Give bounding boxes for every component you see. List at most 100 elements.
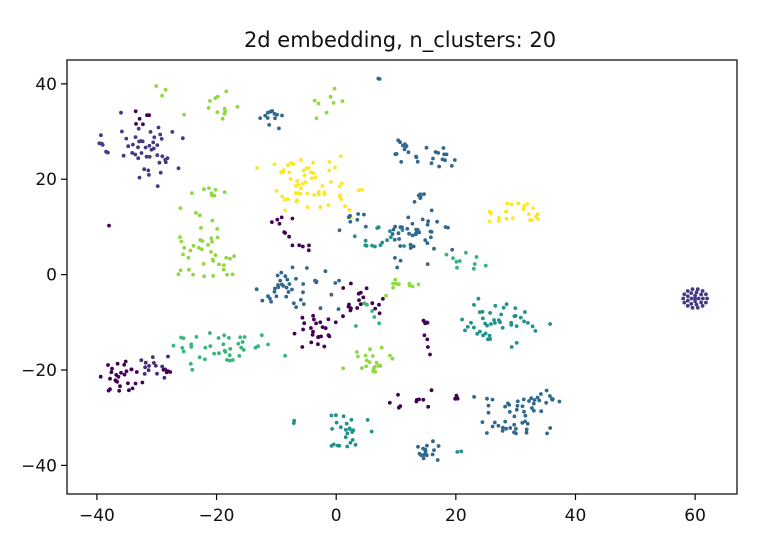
scatter-point-632 <box>347 427 352 431</box>
scatter-point-332 <box>358 302 363 307</box>
scatter-point-395 <box>374 360 379 365</box>
scatter-point-591 <box>548 426 553 430</box>
scatter-point-430 <box>390 232 395 236</box>
scatter-point-508 <box>504 302 509 307</box>
scatter-point-151 <box>309 176 314 181</box>
scatter-point-454 <box>412 200 417 204</box>
scatter-point-597 <box>490 424 495 429</box>
scatter-point-22 <box>143 145 148 150</box>
scatter-point-236 <box>186 255 191 260</box>
scatter-point-606 <box>539 392 543 396</box>
scatter-point-436 <box>406 215 411 220</box>
scatter-point-521 <box>476 296 481 301</box>
scatter-point-419 <box>393 224 397 229</box>
scatter-point-300 <box>310 332 315 337</box>
scatter-point-35 <box>157 160 162 165</box>
scatter-point-739 <box>682 300 687 305</box>
scatter-point-671 <box>454 393 459 398</box>
scatter-point-34 <box>121 153 126 158</box>
scatter-point-589 <box>520 421 525 425</box>
scatter-point-12 <box>151 140 156 145</box>
scatter-point-179 <box>356 188 361 193</box>
scatter-point-86 <box>166 354 170 359</box>
scatter-point-320 <box>381 296 385 301</box>
scatter-point-702 <box>279 215 284 220</box>
scatter-point-341 <box>227 358 232 363</box>
scatter-point-152 <box>287 170 292 175</box>
scatter-point-468 <box>399 160 404 164</box>
scatter-point-287 <box>323 269 328 274</box>
scatter-point-580 <box>485 396 489 401</box>
scatter-point-188 <box>337 184 342 189</box>
scatter-point-626 <box>349 417 354 422</box>
scatter-point-277 <box>276 285 281 290</box>
scatter-point-617 <box>343 427 348 432</box>
scatter-point-329 <box>370 301 375 306</box>
scatter-point-546 <box>475 331 480 336</box>
scatter-point-261 <box>275 273 280 278</box>
scatter-point-386 <box>370 354 375 358</box>
scatter-point-53 <box>109 370 114 375</box>
scatter-point-691 <box>416 282 421 287</box>
scatter-point-390 <box>368 347 372 352</box>
scatter-point-717 <box>693 296 697 301</box>
scatter-point-735 <box>690 287 695 292</box>
scatter-point-158 <box>318 205 323 210</box>
scatter-point-215 <box>179 239 184 244</box>
scatter-point-350 <box>237 354 242 358</box>
scatter-point-366 <box>230 358 235 362</box>
scatter-point-113 <box>222 111 227 116</box>
scatter-point-523 <box>500 325 505 330</box>
scatter-point-684 <box>391 281 395 286</box>
scatter-point-316 <box>311 313 315 318</box>
x-tick-label: 60 <box>684 506 706 526</box>
scatter-point-486 <box>516 201 521 206</box>
scatter-point-369 <box>203 357 207 362</box>
scatter-point-146 <box>295 178 299 183</box>
scatter-point-538 <box>460 317 464 322</box>
scatter-point-547 <box>496 318 501 322</box>
x-tick-label: 0 <box>331 506 342 526</box>
scatter-point-579 <box>507 410 512 414</box>
scatter-point-713 <box>362 212 366 217</box>
scatter-point-408 <box>352 234 357 239</box>
scatter-point-694 <box>372 315 377 319</box>
scatter-point-389 <box>379 345 384 350</box>
scatter-point-262 <box>290 287 294 292</box>
scatter-point-272 <box>290 265 295 270</box>
scatter-point-478 <box>429 161 434 166</box>
scatter-point-383 <box>373 369 378 374</box>
scatter-point-526 <box>499 312 504 317</box>
scatter-point-445 <box>410 221 415 226</box>
scatter-point-588 <box>515 403 520 408</box>
scatter-point-657 <box>425 443 429 448</box>
scatter-point-352 <box>194 335 199 339</box>
scatter-point-109 <box>182 112 187 117</box>
scatter-point-231 <box>209 236 214 241</box>
scatter-point-238 <box>209 250 213 254</box>
scatter-point-504 <box>528 218 532 223</box>
scatter-points <box>97 76 709 462</box>
scatter-point-90 <box>147 364 151 368</box>
scatter-point-344 <box>266 342 270 347</box>
scatter-point-52 <box>119 370 123 375</box>
scatter-point-285 <box>269 299 273 304</box>
scatter-point-535 <box>489 322 493 326</box>
y-tick-label: −40 <box>21 456 57 476</box>
scatter-point-722 <box>701 296 705 301</box>
scatter-point-88 <box>143 365 148 370</box>
scatter-point-689 <box>396 282 401 287</box>
scatter-point-362 <box>283 353 287 358</box>
scatter-point-736 <box>685 289 690 293</box>
scatter-point-259 <box>281 284 286 288</box>
scatter-point-32 <box>158 170 163 175</box>
scatter-point-310 <box>318 320 323 325</box>
scatter-point-387 <box>388 353 392 358</box>
scatter-point-82 <box>150 355 155 359</box>
scatter-point-30 <box>165 156 170 161</box>
scatter-point-321 <box>349 281 353 286</box>
scatter-point-271 <box>284 285 289 290</box>
scatter-point-683 <box>393 277 398 282</box>
scatter-point-130 <box>312 98 317 103</box>
scatter-point-314 <box>327 334 332 339</box>
